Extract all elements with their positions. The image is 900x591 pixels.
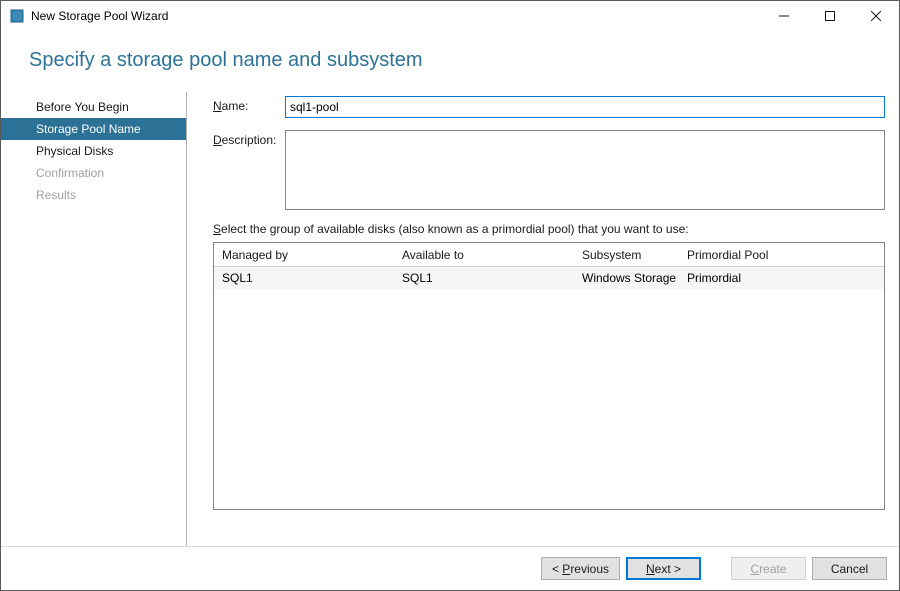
nav-item-confirmation: Confirmation xyxy=(1,162,186,184)
name-row: Name: xyxy=(213,96,885,118)
create-button: Create xyxy=(731,557,806,580)
wizard-footer: < Previous Next > Create Cancel xyxy=(1,546,899,590)
grid-cell-subsystem: Windows Storage xyxy=(574,269,679,287)
nav-item-storage-pool-name[interactable]: Storage Pool Name xyxy=(1,118,186,140)
description-label: Description: xyxy=(213,130,285,147)
app-icon xyxy=(9,8,25,24)
form-area: Name: Description: Select the group of a… xyxy=(187,92,899,572)
grid-col-managed-by[interactable]: Managed by xyxy=(214,246,394,264)
nav-item-physical-disks[interactable]: Physical Disks xyxy=(1,140,186,162)
disk-group-label: Select the group of available disks (als… xyxy=(213,222,885,236)
grid-col-primordial-pool[interactable]: Primordial Pool xyxy=(679,246,829,264)
wizard-body: Before You Begin Storage Pool Name Physi… xyxy=(1,92,899,572)
grid-col-available-to[interactable]: Available to xyxy=(394,246,574,264)
grid-col-subsystem[interactable]: Subsystem xyxy=(574,246,679,264)
name-label: Name: xyxy=(213,96,285,113)
nav-item-before-you-begin[interactable]: Before You Begin xyxy=(1,96,186,118)
previous-button[interactable]: < Previous xyxy=(541,557,620,580)
window-title: New Storage Pool Wizard xyxy=(31,9,168,23)
grid-cell-managed-by: SQL1 xyxy=(214,269,394,287)
grid-cell-available-to: SQL1 xyxy=(394,269,574,287)
minimize-button[interactable] xyxy=(761,1,807,31)
cancel-button[interactable]: Cancel xyxy=(812,557,887,580)
grid-row[interactable]: SQL1 SQL1 Windows Storage Primordial xyxy=(214,267,884,289)
title-bar: New Storage Pool Wizard xyxy=(1,1,899,31)
close-button[interactable] xyxy=(853,1,899,31)
description-input[interactable] xyxy=(285,130,885,210)
page-heading: Specify a storage pool name and subsyste… xyxy=(1,31,899,92)
name-input[interactable] xyxy=(285,96,885,118)
grid-cell-primordial-pool: Primordial xyxy=(679,269,829,287)
nav-item-results: Results xyxy=(1,184,186,206)
disk-group-grid[interactable]: Managed by Available to Subsystem Primor… xyxy=(213,242,885,510)
wizard-nav: Before You Begin Storage Pool Name Physi… xyxy=(1,92,187,572)
next-button[interactable]: Next > xyxy=(626,557,701,580)
maximize-button[interactable] xyxy=(807,1,853,31)
description-row: Description: xyxy=(213,130,885,210)
grid-header: Managed by Available to Subsystem Primor… xyxy=(214,243,884,267)
window-controls xyxy=(761,1,899,31)
